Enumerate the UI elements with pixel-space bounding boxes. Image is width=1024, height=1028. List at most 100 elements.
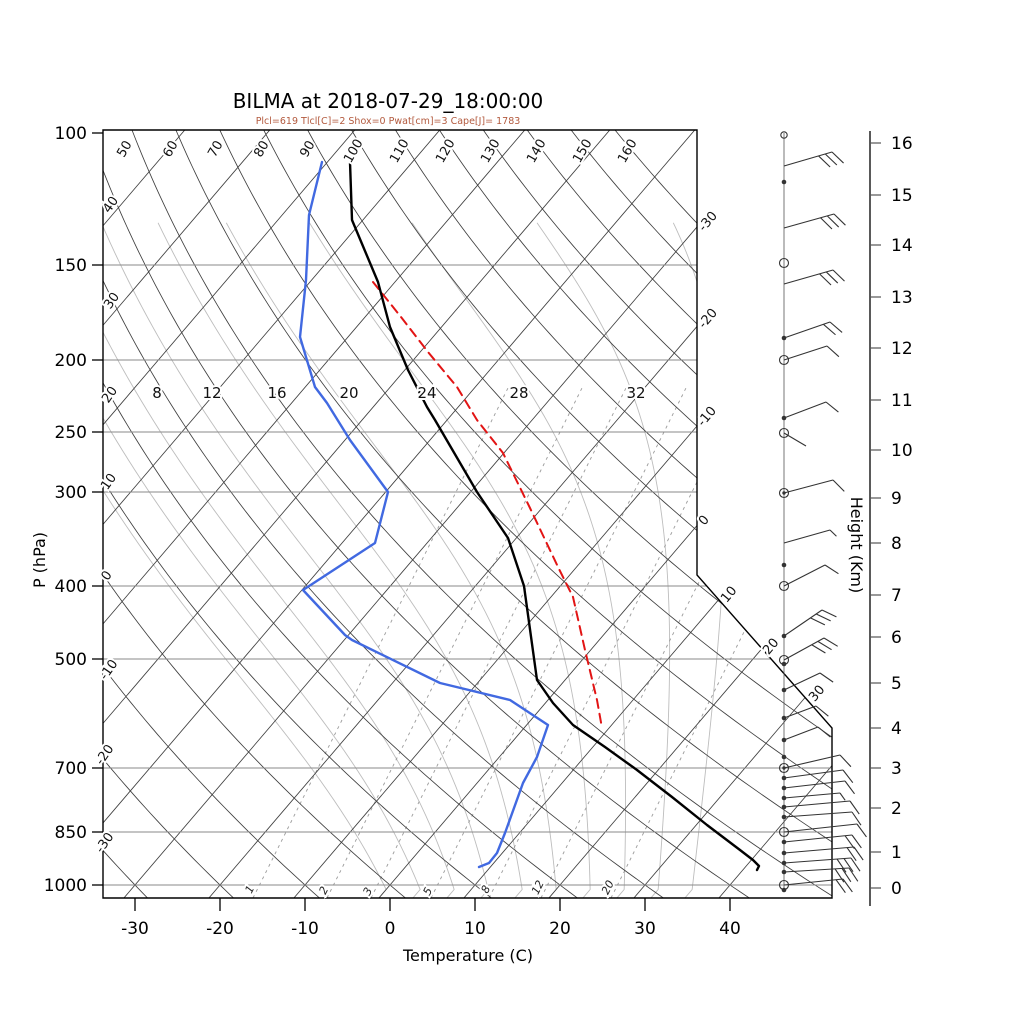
dry-adiabat-label-top: 120 [433, 137, 458, 166]
moist-adiabat-label: 32 [626, 384, 645, 402]
moist-adiabat-label: 8 [152, 384, 162, 402]
moist-adiabat-line [103, 222, 421, 898]
height-tick-label: 3 [891, 759, 902, 779]
dry-adiabat-label-left: -30 [93, 830, 117, 856]
pressure-tick-label: 100 [55, 124, 87, 144]
wind-station-dot [781, 562, 787, 568]
height-tick-label: 15 [891, 186, 913, 206]
wind-barb-feather [851, 811, 862, 826]
height-tick-label: 14 [891, 236, 913, 256]
wind-barb-feather [835, 879, 846, 894]
isotherm-line [103, 130, 272, 898]
wind-barb-half-feather [829, 529, 837, 537]
wind-barb-staff [783, 857, 852, 864]
wind-barb-feather [826, 215, 840, 228]
wind-barb-feather [832, 479, 845, 492]
dry-adiabat-line [258, 130, 832, 898]
wind-barb-staff [783, 151, 833, 167]
wind-barb-feather [810, 617, 826, 626]
isotherm-line [103, 130, 442, 898]
wind-barb-staff [783, 401, 827, 419]
dry-adiabat-line [103, 130, 236, 898]
pressure-tick-label: 500 [55, 650, 87, 670]
pressure-axis-title: P (hPa) [30, 532, 49, 588]
dry-adiabat-line [103, 130, 408, 898]
moist-adiabat-line [309, 222, 591, 898]
height-tick-label: 0 [891, 879, 902, 899]
isotherm-label-right: 20 [760, 636, 782, 658]
temperature-axis-title: Temperature (C) [402, 946, 533, 965]
wind-barb-staff [783, 792, 841, 799]
moist-adiabat-label: 28 [509, 384, 528, 402]
pressure-tick-label: 150 [55, 256, 87, 276]
moist-adiabat-label: 20 [339, 384, 358, 402]
isotherm-line [103, 130, 527, 898]
moist-adiabat-line [103, 222, 489, 898]
wind-barb-feather [825, 271, 839, 284]
wind-station-circle [780, 131, 788, 139]
wind-barb-staff [783, 564, 826, 587]
dry-adiabat-line [103, 130, 322, 898]
wind-barb-feather [839, 754, 852, 768]
height-tick-label: 4 [891, 719, 902, 739]
pressure-tick-label: 200 [55, 351, 87, 371]
pressure-tick-label: 300 [55, 483, 87, 503]
wind-station-circle [778, 487, 790, 499]
moist-adiabat-label: 16 [267, 384, 286, 402]
wind-station-dot [781, 661, 787, 667]
dry-adiabat-label-left: -10 [97, 657, 121, 683]
dry-adiabat-line [103, 130, 494, 898]
moist-adiabat-line [411, 222, 627, 898]
wind-barb-staff [783, 637, 825, 661]
height-tick-label: 8 [891, 534, 902, 554]
wind-barb-feather [836, 858, 847, 873]
dry-adiabat-label-left: -20 [93, 742, 117, 768]
dry-adiabat-label-top: 90 [297, 138, 318, 160]
wind-barb-feather [853, 846, 864, 861]
wind-station-dot [781, 179, 787, 185]
wind-barb-feather [842, 878, 853, 893]
dry-adiabat-label-left: 30 [101, 290, 123, 312]
isotherm-label-right: -10 [695, 404, 720, 430]
pressure-tick-label: 1000 [44, 876, 87, 896]
wind-station-circle [778, 580, 790, 592]
dewpoint-curve [298, 160, 550, 869]
mixing-ratio-line [326, 384, 584, 898]
isotherm-line [0, 128, 16, 898]
wind-barb-feather [819, 273, 832, 286]
wind-barb-feather [825, 401, 839, 413]
dry-adiabat-label-top: 50 [114, 138, 135, 160]
isotherm-line [0, 128, 101, 898]
isotherm-line [633, 130, 832, 898]
wind-barb-staff [783, 834, 853, 843]
dry-adiabat-line [103, 130, 666, 898]
temperature-tick-label: -30 [121, 919, 149, 939]
wind-barb-staff [783, 609, 823, 637]
height-tick-label: 10 [891, 441, 913, 461]
height-tick-label: 6 [891, 628, 902, 648]
moist-adiabat-line [536, 222, 671, 898]
mixing-ratio-label: 20 [599, 878, 617, 896]
height-axis-title: Height (Km) [847, 497, 866, 594]
pressure-tick-label: 250 [55, 423, 87, 443]
wind-barb-feather [849, 800, 860, 815]
wind-barb-feather [841, 868, 852, 883]
mixing-ratio-line [370, 384, 628, 898]
height-tick-label: 9 [891, 489, 902, 509]
wind-barb-staff [783, 479, 834, 494]
wind-barb-feather [824, 564, 839, 575]
wind-station-dot [781, 754, 787, 760]
temperature-curve [348, 160, 761, 872]
wind-barb-feather [817, 640, 832, 651]
isotherm-line [103, 130, 697, 898]
wind-barb-feather [811, 644, 826, 654]
wind-barb-staff [783, 811, 853, 818]
wind-barb-staff [783, 800, 851, 808]
moist-adiabat-label: 12 [202, 384, 221, 402]
temperature-tick-label: -20 [206, 919, 234, 939]
dry-adiabat-label-top: 60 [160, 138, 181, 160]
dry-adiabat-label-top: 140 [524, 137, 549, 166]
wind-barb-feather [832, 269, 845, 282]
